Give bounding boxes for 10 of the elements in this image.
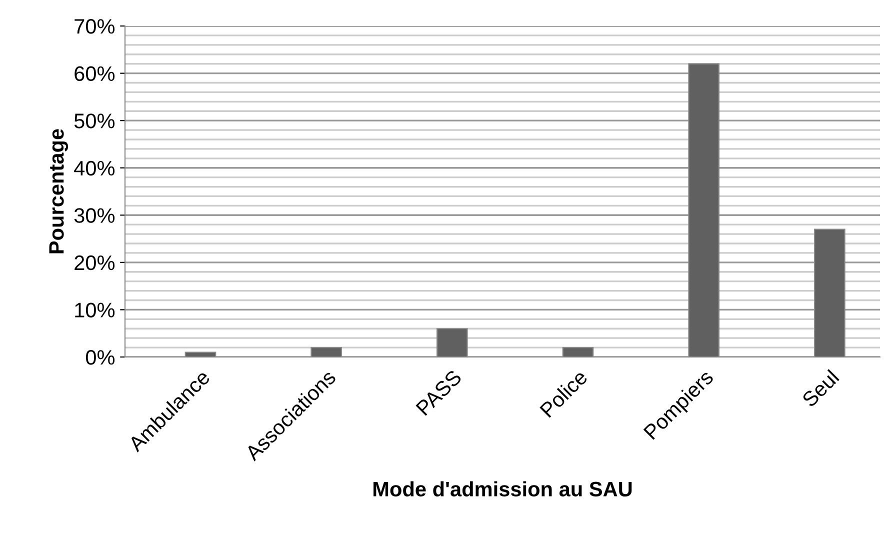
y-axis-title: Pourcentage [49, 129, 68, 254]
y-tick-label: 20% [74, 255, 115, 270]
y-tick-label: 70% [74, 19, 115, 34]
y-tick-label: 40% [74, 160, 115, 176]
y-tick-label: 10% [75, 302, 115, 318]
y-tick-label: 0% [86, 350, 115, 365]
y-tick-label: 60% [74, 66, 115, 82]
y-tick-label: 30% [74, 208, 115, 223]
y-tick-label: 50% [74, 114, 115, 128]
x-axis-title: Mode d'admission au SAU [374, 481, 632, 497]
